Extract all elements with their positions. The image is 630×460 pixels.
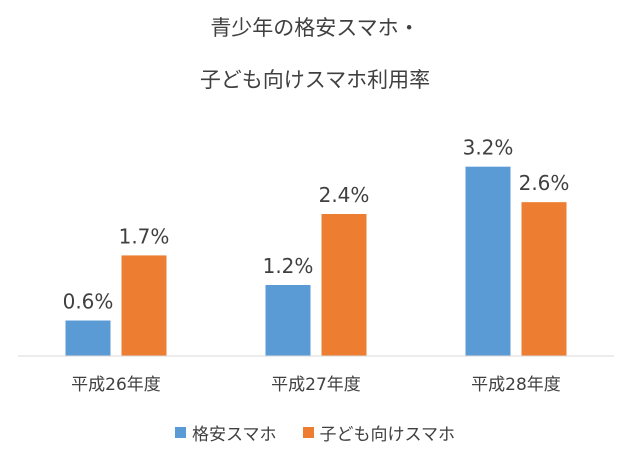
x-tick-label-1: 平成26年度: [71, 375, 161, 395]
data-label-series-2-1: 1.7%: [119, 224, 170, 248]
x-tick-label-2: 平成27年度: [271, 375, 361, 395]
legend-swatch-series-2: [302, 427, 314, 438]
legend-label-series-2: 子ども向けスマホ: [319, 425, 456, 445]
chart-title-line-1: 青少年の格安スマホ・: [210, 16, 420, 40]
legend-item-series-1: 格安スマホ: [175, 420, 277, 445]
bar-series-2-3: [521, 202, 567, 356]
data-label-series-2-2: 2.4%: [319, 183, 370, 207]
bar-series-1-3: [465, 166, 511, 356]
data-label-series-1-2: 1.2%: [263, 254, 314, 278]
bar-series-2-1: [121, 255, 167, 356]
legend-label-series-1: 格安スマホ: [192, 425, 277, 445]
chart-title-line-2: 子ども向けスマホ利用率: [199, 68, 431, 92]
bar-series-1-1: [65, 320, 111, 356]
legend-item-series-2: 子ども向けスマホ: [302, 420, 456, 445]
legend: 格安スマホ 子ども向けスマホ: [0, 420, 630, 445]
legend-swatch-series-1: [175, 427, 186, 438]
data-label-series-2-3: 2.6%: [519, 171, 570, 195]
data-label-series-1-1: 0.6%: [63, 290, 114, 314]
bar-series-2-2: [321, 214, 367, 356]
x-tick-label-3: 平成28年度: [471, 375, 561, 395]
bar-series-1-2: [265, 285, 311, 356]
data-label-series-1-3: 3.2%: [463, 136, 514, 160]
